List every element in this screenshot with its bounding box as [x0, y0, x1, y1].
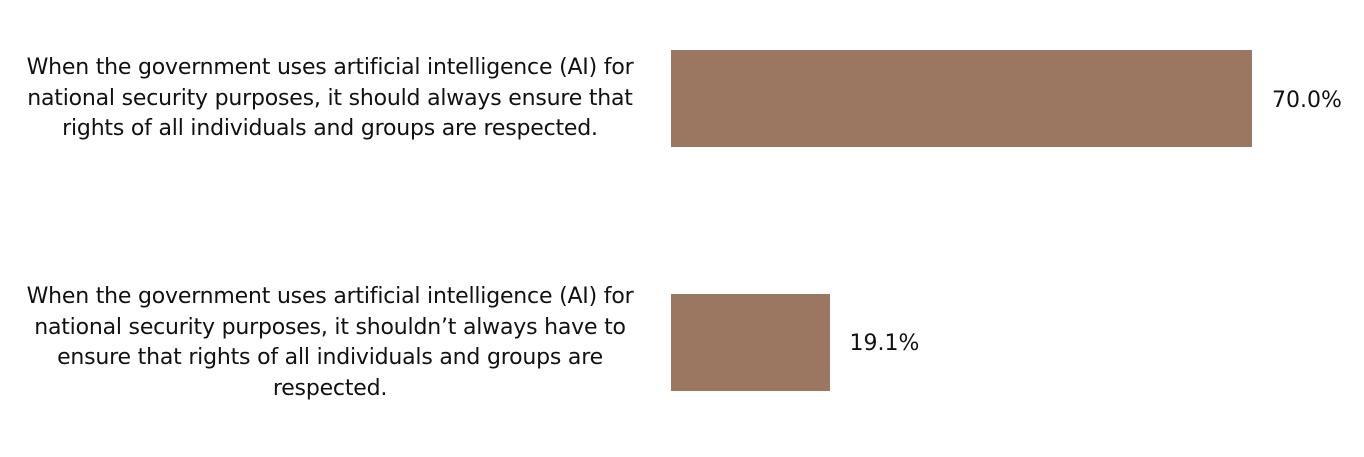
- category-label: When the government uses artificial inte…: [26, 55, 634, 141]
- bar-should-always-ensure-rights: [671, 50, 1252, 147]
- value-label: 19.1%: [849, 331, 920, 356]
- bar-should-not-always-ensure-rights: [671, 294, 830, 391]
- value-label: 70.0%: [1272, 88, 1342, 113]
- category-label: When the government uses artificial inte…: [26, 284, 634, 401]
